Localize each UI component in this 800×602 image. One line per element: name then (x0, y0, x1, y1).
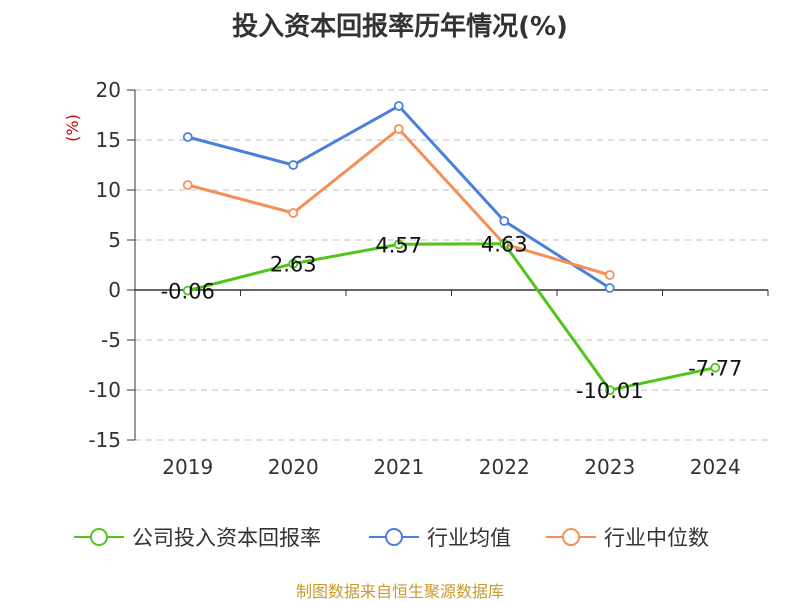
x-tick-label-2024: 2024 (690, 455, 741, 479)
data-label-2023: -10.01 (576, 379, 644, 403)
point-industry-mean-2021 (393, 101, 404, 111)
legend-marker-industry-median (546, 528, 596, 546)
x-tick-label-2020: 2020 (268, 455, 319, 479)
point-industry-median-2023 (604, 270, 615, 280)
data-label-2019: -0.06 (161, 280, 215, 304)
x-tick-label-2019: 2019 (162, 455, 213, 479)
y-tick-label-5: 5 (108, 228, 121, 252)
point-industry-mean-2020 (288, 160, 299, 170)
point-company-2023 (604, 385, 615, 396)
y-tick-label-10: 10 (96, 178, 121, 202)
x-tick-label-2021: 2021 (373, 455, 424, 479)
point-company-2024 (710, 362, 721, 373)
source-note: 制图数据来自恒生聚源数据库 (295, 582, 504, 601)
legend: 公司投入资本回报率 行业均值 行业中位数 (0, 519, 800, 555)
legend-marker-company (74, 528, 124, 546)
point-company-2019 (182, 285, 193, 296)
legend-item-industry-median[interactable]: 行业中位数 (546, 519, 709, 555)
point-industry-median-2021 (393, 124, 404, 134)
y-axis-label: (%) (63, 114, 82, 142)
gridlines (135, 89, 768, 441)
axes: 20 15 10 5 0 -5 -10 -15 2019 2020 2021 2022 2023 2024 (88, 78, 769, 479)
legend-item-industry-mean[interactable]: 行业均值 (369, 519, 511, 555)
y-tick-label--10: -10 (88, 378, 121, 402)
point-company-2020 (288, 258, 299, 269)
y-tick-label--15: -15 (88, 428, 121, 452)
legend-item-company[interactable]: 公司投入资本回报率 (74, 519, 321, 555)
y-tick-label-0: 0 (108, 278, 121, 302)
data-label-2021: 4.57 (375, 233, 422, 257)
series-line-company (186, 242, 717, 392)
legend-label-company: 公司投入资本回报率 (132, 526, 321, 550)
y-tick-label--5: -5 (101, 328, 121, 352)
point-company-2022 (499, 238, 510, 249)
data-label-2024: -7.77 (688, 357, 742, 381)
point-industry-mean-2023 (604, 283, 615, 293)
data-label-2022: 4.63 (481, 233, 528, 257)
y-tick-label-15: 15 (96, 128, 121, 152)
data-labels: -0.06 2.63 4.57 4.63 -10.01 -7.77 (161, 233, 743, 403)
point-industry-mean-2022 (499, 216, 510, 226)
legend-label-industry-mean: 行业均值 (427, 526, 511, 550)
point-company-2021 (393, 239, 404, 250)
y-tick-label-20: 20 (96, 78, 121, 102)
chart-title: 投入资本回报率历年情况(%) (232, 12, 568, 42)
point-industry-median-2019 (182, 180, 193, 190)
data-label-2020: 2.63 (270, 253, 317, 277)
series (182, 101, 721, 396)
x-tick-label-2022: 2022 (479, 455, 530, 479)
legend-marker-industry-mean (369, 528, 419, 546)
x-tick-label-2023: 2023 (584, 455, 635, 479)
point-industry-mean-2019 (182, 132, 193, 142)
point-industry-median-2020 (288, 208, 299, 218)
legend-label-industry-median: 行业中位数 (604, 526, 709, 550)
